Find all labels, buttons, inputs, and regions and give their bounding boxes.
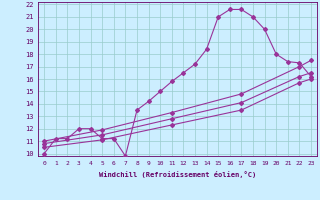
X-axis label: Windchill (Refroidissement éolien,°C): Windchill (Refroidissement éolien,°C) — [99, 171, 256, 178]
